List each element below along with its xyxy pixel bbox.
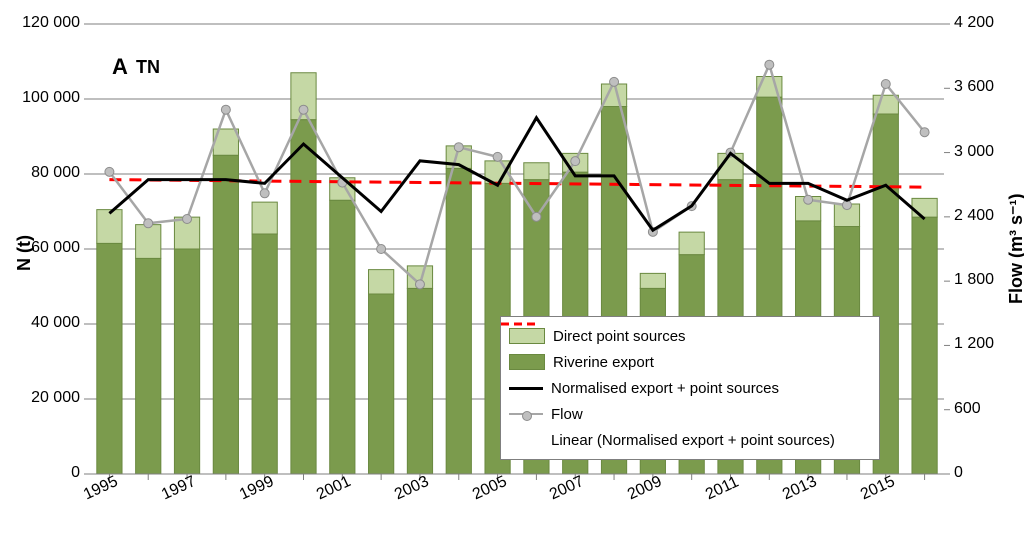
chart-container: A TN N (t) Flow (m³ s⁻¹) Direct point so… (0, 0, 1024, 539)
legend-label: Flow (551, 406, 583, 423)
flow-marker (804, 195, 813, 204)
legend-label: Linear (Normalised export + point source… (551, 432, 835, 449)
bar-riverine (446, 168, 471, 474)
flow-marker (260, 189, 269, 198)
bar-direct-point (136, 225, 161, 259)
panel-letter: A (112, 54, 128, 80)
flow-marker (454, 143, 463, 152)
legend-item: Direct point sources (509, 323, 869, 349)
bar-riverine (369, 294, 394, 474)
y-right-tick: 600 (954, 400, 981, 418)
y-right-tick: 2 400 (954, 207, 994, 225)
bar-riverine (97, 243, 122, 474)
y-right-tick: 3 000 (954, 143, 994, 161)
bar-riverine (213, 155, 238, 474)
bar-riverine (407, 288, 432, 474)
y-right-tick: 1 800 (954, 271, 994, 289)
legend-item: Normalised export + point sources (509, 375, 869, 401)
legend-label: Normalised export + point sources (551, 380, 779, 397)
flow-marker (183, 215, 192, 224)
bar-riverine (252, 234, 277, 474)
y-right-axis-label: Flow (m³ s⁻¹) (1006, 194, 1024, 305)
y-left-tick: 60 000 (0, 239, 80, 257)
y-left-tick: 0 (0, 464, 80, 482)
flow-marker (377, 245, 386, 254)
flow-marker (105, 167, 114, 176)
bar-direct-point (912, 198, 937, 217)
flow-marker (920, 128, 929, 137)
flow-marker (765, 60, 774, 69)
flow-marker (299, 105, 308, 114)
bar-direct-point (369, 270, 394, 294)
flow-marker (610, 77, 619, 86)
bar-direct-point (601, 84, 626, 107)
legend-swatch (509, 354, 545, 370)
bar-riverine (912, 217, 937, 474)
bar-riverine (291, 120, 316, 474)
legend-item: Linear (Normalised export + point source… (509, 427, 869, 453)
y-left-tick: 100 000 (0, 89, 80, 107)
bar-direct-point (679, 232, 704, 255)
legend-swatch (509, 433, 543, 447)
flow-marker (842, 201, 851, 210)
flow-marker (144, 219, 153, 228)
legend-swatch (509, 407, 543, 421)
y-left-tick: 20 000 (0, 389, 80, 407)
legend-item: Flow (509, 401, 869, 427)
y-right-tick: 1 200 (954, 335, 994, 353)
y-right-tick: 0 (954, 464, 963, 482)
flow-marker (532, 212, 541, 221)
legend-label: Direct point sources (553, 328, 686, 345)
flow-marker (571, 157, 580, 166)
y-right-tick: 3 600 (954, 78, 994, 96)
y-left-tick: 40 000 (0, 314, 80, 332)
bar-riverine (330, 200, 355, 474)
panel-title: TN (136, 57, 160, 78)
legend-item: Riverine export (509, 349, 869, 375)
flow-marker (493, 152, 502, 161)
bar-direct-point (97, 210, 122, 244)
legend-label: Riverine export (553, 354, 654, 371)
bar-riverine (136, 258, 161, 474)
bar-riverine (174, 249, 199, 474)
legend: Direct point sources Riverine export Norma… (500, 316, 880, 460)
legend-swatch (509, 381, 543, 395)
bar-direct-point (252, 202, 277, 234)
y-left-tick: 120 000 (0, 14, 80, 32)
y-right-tick: 4 200 (954, 14, 994, 32)
bar-direct-point (640, 273, 665, 288)
flow-marker (415, 280, 424, 289)
flow-marker (221, 105, 230, 114)
y-left-tick: 80 000 (0, 164, 80, 182)
flow-marker (881, 80, 890, 89)
bar-direct-point (524, 163, 549, 180)
